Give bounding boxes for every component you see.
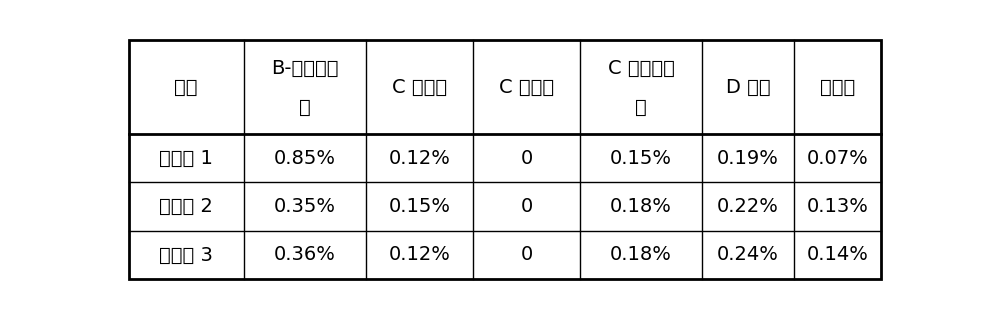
Text: 0.19%: 0.19%: [717, 149, 779, 168]
Text: 0.12%: 0.12%: [389, 245, 450, 264]
Text: 0.14%: 0.14%: [806, 245, 868, 264]
Text: 0.07%: 0.07%: [806, 149, 868, 168]
Text: 率: 率: [635, 98, 647, 117]
Text: 0: 0: [520, 245, 533, 264]
Text: 0.18%: 0.18%: [610, 245, 672, 264]
Text: 0.18%: 0.18%: [610, 197, 672, 216]
Text: 0.35%: 0.35%: [274, 197, 336, 216]
Text: 实施例 1: 实施例 1: [159, 149, 213, 168]
Text: 0.12%: 0.12%: [389, 149, 450, 168]
Text: 实施例 3: 实施例 3: [159, 245, 213, 264]
Text: 0.15%: 0.15%: [388, 197, 450, 216]
Text: D 合计: D 合计: [726, 78, 770, 97]
Text: C 线痕率: C 线痕率: [499, 78, 554, 97]
Text: 0.15%: 0.15%: [610, 149, 672, 168]
Text: C 崩边率: C 崩边率: [392, 78, 447, 97]
Text: B-厚度偏差: B-厚度偏差: [271, 59, 339, 78]
Text: 0.13%: 0.13%: [806, 197, 868, 216]
Text: 0.36%: 0.36%: [274, 245, 336, 264]
Text: 碎片率: 碎片率: [820, 78, 855, 97]
Text: 0.24%: 0.24%: [717, 245, 779, 264]
Text: 0.85%: 0.85%: [274, 149, 336, 168]
Text: 0.22%: 0.22%: [717, 197, 779, 216]
Text: 0: 0: [520, 149, 533, 168]
Text: 实施例 2: 实施例 2: [159, 197, 213, 216]
Text: 率: 率: [299, 98, 311, 117]
Text: 0: 0: [520, 197, 533, 216]
Text: 组别: 组别: [174, 78, 198, 97]
Text: C 厚度偏差: C 厚度偏差: [608, 59, 675, 78]
